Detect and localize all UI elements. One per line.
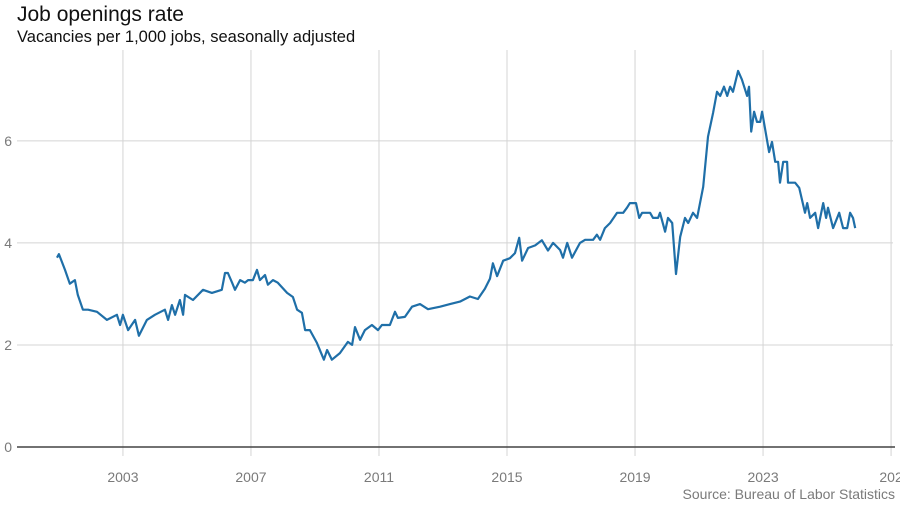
series-line-job-openings-rate — [56, 69, 857, 361]
chart-title: Job openings rate — [17, 3, 184, 26]
source-note: Source: Bureau of Labor Statistics — [682, 486, 895, 502]
y-tick-label: 2 — [4, 337, 12, 353]
x-tick-label: 2015 — [491, 469, 522, 485]
x-tick-label: 2007 — [235, 469, 266, 485]
chart-subtitle: Vacancies per 1,000 jobs, seasonally adj… — [17, 28, 356, 46]
y-tick-label: 6 — [4, 133, 12, 149]
y-tick-label: 0 — [4, 439, 12, 455]
x-tick-label: 2023 — [747, 469, 778, 485]
x-tick-label: 202 — [879, 469, 900, 485]
x-tick-label: 2019 — [619, 469, 650, 485]
y-tick-label: 4 — [4, 235, 12, 251]
gridlines — [17, 50, 895, 456]
x-tick-label: 2003 — [107, 469, 138, 485]
x-tick-label: 2011 — [364, 469, 394, 485]
